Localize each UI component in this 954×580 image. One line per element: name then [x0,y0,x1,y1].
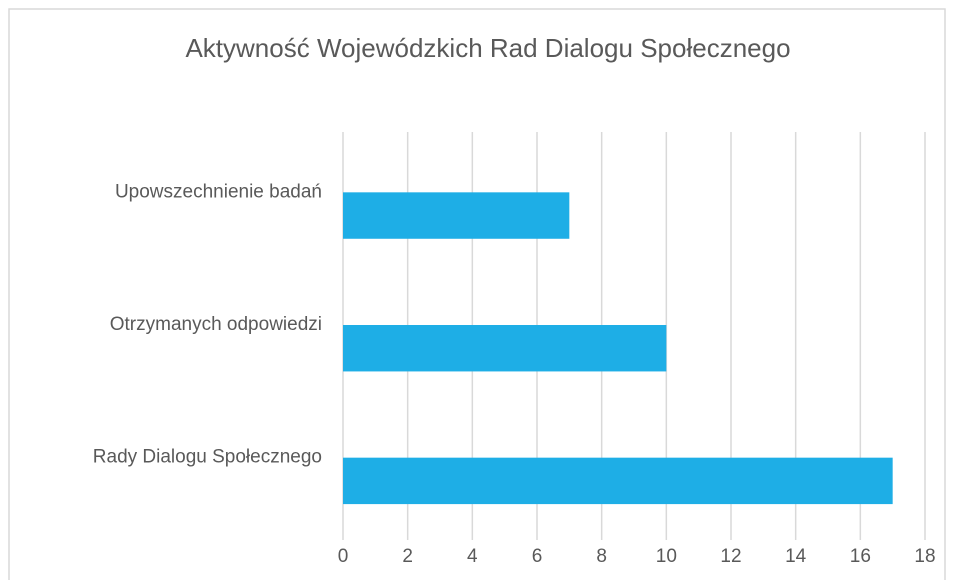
x-tick-label: 6 [532,546,543,567]
chart-title: Aktywność Wojewódzkich Rad Dialogu Społe… [185,33,790,63]
y-tick-label: Otrzymanych odpowiedzi [110,314,322,335]
y-tick-label: Upowszechnienie badań [115,181,322,202]
x-tick-label: 0 [338,546,349,567]
x-tick-label: 10 [656,546,677,567]
x-tick-label: 12 [720,546,741,567]
x-tick-label: 8 [596,546,607,567]
bar [343,325,667,372]
x-tick-label: 4 [467,546,478,567]
y-tick-label: Rady Dialogu Społecznego [93,447,322,468]
bar [343,192,570,239]
x-tick-label: 16 [850,546,871,567]
x-tick-label: 18 [914,546,935,567]
bar [343,457,893,505]
x-tick-label: 14 [785,546,807,567]
x-tick-label: 2 [402,546,413,567]
